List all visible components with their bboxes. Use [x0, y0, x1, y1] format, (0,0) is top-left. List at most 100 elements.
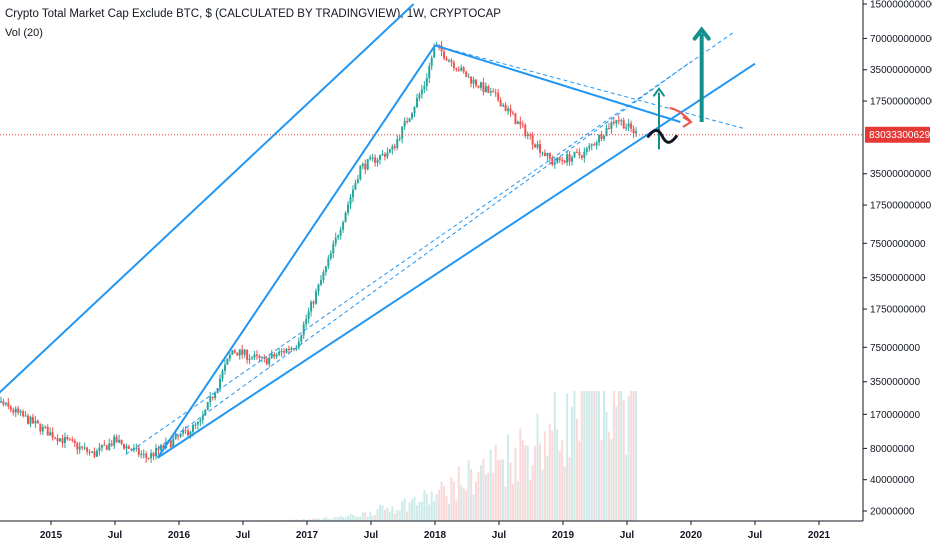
volume-bar: [529, 479, 532, 521]
volume-bar: [334, 517, 337, 521]
volume-bar: [430, 491, 433, 521]
volume-bar: [329, 519, 332, 521]
candle-body: [63, 437, 66, 443]
volume-bar: [612, 391, 615, 521]
candle-body: [295, 348, 298, 350]
volume-bar: [396, 509, 399, 521]
trendline-solid: [0, 3, 415, 394]
candle-body: [580, 155, 583, 158]
candle-body: [297, 341, 300, 349]
current-price-tag: 83033300629: [865, 126, 931, 143]
candle-body: [635, 131, 638, 134]
candle-body: [329, 253, 332, 259]
volume-bar: [366, 516, 369, 521]
volume-bar: [452, 481, 455, 521]
volume-bar: [295, 519, 298, 521]
candle-body: [145, 453, 148, 458]
candle-body: [287, 348, 290, 350]
candle-body: [159, 445, 162, 450]
candle-body: [300, 335, 303, 342]
volume-bar: [312, 518, 315, 521]
candle-body: [86, 447, 89, 452]
candle-body: [529, 134, 532, 136]
volume-bar: [383, 509, 386, 521]
x-tick-label: 2019: [552, 530, 575, 541]
volume-bar: [472, 494, 475, 521]
candle-body: [152, 453, 155, 457]
volume-bar: [398, 510, 401, 521]
volume-bar: [511, 483, 514, 521]
candle-body: [7, 402, 10, 407]
candle-body: [118, 439, 121, 443]
y-tick-label: 35000000000: [870, 169, 932, 180]
candle-body: [593, 144, 596, 146]
candle-body: [142, 453, 145, 455]
volume-bar: [551, 430, 554, 521]
candle-body: [108, 443, 111, 450]
candle-body: [83, 447, 86, 449]
candle-body: [511, 112, 514, 114]
candle-body: [546, 152, 549, 157]
y-tick-label: 80000000: [870, 444, 915, 455]
candle-body: [280, 351, 283, 353]
large-target-arrow: [692, 26, 711, 123]
volume-bar: [605, 411, 608, 521]
candle-body: [460, 67, 463, 71]
volume-bar: [457, 466, 460, 521]
volume-bar: [344, 517, 347, 521]
volume-bar: [580, 391, 583, 521]
candle-body: [393, 146, 396, 148]
x-tick-label: 2018: [424, 530, 447, 541]
candle-body: [103, 444, 106, 446]
volume-bar: [635, 391, 638, 521]
volume-bar: [588, 391, 591, 521]
volume-bar: [297, 519, 300, 521]
candle-body: [411, 113, 414, 119]
candle-body: [199, 420, 202, 422]
candle-body: [521, 124, 524, 126]
candle-body: [31, 416, 34, 424]
candle-body: [610, 122, 613, 129]
volume-bar: [364, 511, 367, 521]
candle-body: [484, 86, 487, 93]
volume-bar: [287, 519, 290, 521]
candle-body: [433, 46, 436, 58]
volume-bar: [307, 519, 310, 521]
volume-bar: [536, 413, 539, 521]
candle-body: [526, 134, 529, 136]
candle-body: [265, 358, 268, 365]
candle-body: [590, 144, 593, 146]
candle-body: [191, 424, 194, 432]
candle-body: [342, 222, 345, 230]
candle-body: [598, 134, 601, 143]
volume-bar: [391, 506, 394, 521]
volume-bar: [553, 392, 556, 521]
volume-bar: [327, 518, 330, 521]
volume-bar: [401, 500, 404, 521]
candle-body: [251, 357, 254, 359]
candle-body: [524, 124, 527, 136]
candle-body: [568, 154, 571, 162]
volume-indicator-label[interactable]: Vol (20): [5, 27, 43, 39]
candle-body: [536, 144, 539, 148]
candle-body: [46, 426, 49, 436]
candle-body: [179, 433, 182, 437]
candle-body: [78, 446, 81, 450]
candle-body: [51, 432, 54, 438]
volume-bar: [369, 512, 372, 521]
candle-body: [381, 153, 384, 156]
candle-body: [54, 437, 57, 439]
candle-body: [617, 120, 620, 122]
candle-body: [17, 408, 20, 413]
candle-body: [184, 430, 187, 432]
x-tick-label: Jul: [364, 530, 379, 541]
candle-body: [398, 138, 401, 140]
candle-body: [415, 98, 418, 108]
candle-body: [24, 415, 27, 417]
candle-body: [379, 155, 382, 160]
volume-bar: [425, 493, 428, 521]
volume-bar: [620, 391, 623, 521]
volume-bar: [625, 454, 628, 521]
volume-bar: [492, 472, 495, 521]
